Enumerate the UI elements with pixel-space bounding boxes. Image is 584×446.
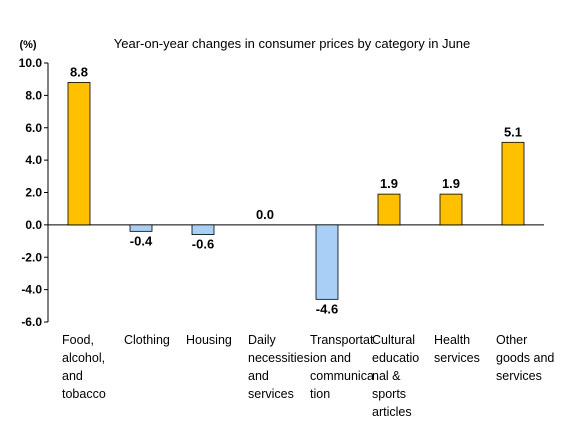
bar xyxy=(439,193,463,226)
y-tick-label: -4.0 xyxy=(21,283,42,297)
y-tick-label: 4.0 xyxy=(25,153,42,167)
y-tick-label: 10.0 xyxy=(19,56,43,70)
category-label: alcohol, xyxy=(62,351,105,365)
bar xyxy=(67,82,91,226)
data-label: 0.0 xyxy=(256,207,274,222)
category-label: sports xyxy=(372,387,406,401)
data-label: 1.9 xyxy=(442,176,460,191)
bar xyxy=(129,224,153,232)
bar xyxy=(501,141,525,226)
category-label: Health xyxy=(434,333,470,347)
category-label: services xyxy=(496,369,542,383)
category-label: necessities xyxy=(248,351,310,365)
y-tick-label: 0.0 xyxy=(25,218,42,232)
y-unit-label: (%) xyxy=(19,39,36,51)
category-label: tobacco xyxy=(62,387,106,401)
category-label: nal & xyxy=(372,369,401,383)
chart-title: Year-on-year changes in consumer prices … xyxy=(114,36,471,51)
category-label: services xyxy=(434,351,480,365)
category-label: tion xyxy=(310,387,330,401)
category-label: and xyxy=(62,369,83,383)
data-label: 5.1 xyxy=(504,124,522,139)
category-label: goods and xyxy=(496,351,554,365)
category-label: articles xyxy=(372,405,412,419)
category-label: Food, xyxy=(62,333,94,347)
y-tick-label: -6.0 xyxy=(21,315,42,329)
data-label: -0.4 xyxy=(130,233,153,248)
category-label: communica xyxy=(310,369,374,383)
category-label: Cultural xyxy=(372,333,415,347)
data-label: 8.8 xyxy=(70,64,88,79)
category-label: services xyxy=(248,387,294,401)
y-tick-label: 6.0 xyxy=(25,121,42,135)
bar xyxy=(191,224,215,235)
data-label: 1.9 xyxy=(380,176,398,191)
data-label: -4.6 xyxy=(316,301,338,316)
y-tick-label: -2.0 xyxy=(21,250,42,264)
category-label: Housing xyxy=(186,333,232,347)
category-label: Clothing xyxy=(124,333,170,347)
category-label: ion and xyxy=(310,351,351,365)
bar xyxy=(377,193,401,226)
category-label: educatio xyxy=(372,351,419,365)
category-label: Other xyxy=(496,333,527,347)
category-label: Daily xyxy=(248,333,277,347)
category-label: Transportat xyxy=(310,333,374,347)
data-label: -0.6 xyxy=(192,237,214,252)
y-tick-label: 8.0 xyxy=(25,88,42,102)
bar xyxy=(315,224,339,300)
y-tick-label: 2.0 xyxy=(25,186,42,200)
category-label: and xyxy=(248,369,269,383)
